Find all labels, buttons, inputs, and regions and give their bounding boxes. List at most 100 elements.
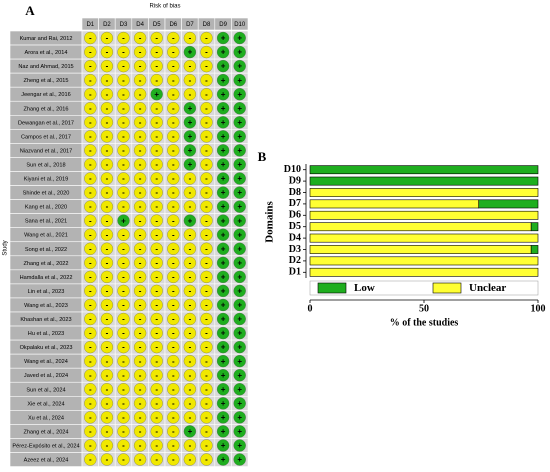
judgment-dot: [84, 88, 97, 101]
judgment-symbol: -: [172, 230, 175, 239]
judgment-symbol: +: [221, 329, 226, 338]
judgment-dot: [183, 383, 197, 396]
column-header-cell: [231, 17, 249, 31]
study-name: Niazvand et al., 2017: [20, 148, 73, 154]
study-name: Xu et al., 2024: [28, 415, 64, 421]
judgment-symbol: -: [89, 174, 92, 183]
judgment-dot: [233, 130, 246, 143]
judgment-dot: [167, 453, 180, 466]
judgment-symbol: -: [189, 62, 192, 71]
bar-segment: [309, 210, 539, 220]
judgment-symbol: -: [155, 132, 158, 141]
judgment-symbol: -: [122, 357, 125, 366]
judgment-dot: [167, 355, 180, 368]
judgment-symbol: +: [237, 230, 242, 239]
judgment-symbol: +: [221, 160, 226, 169]
judgment-dot: [216, 74, 230, 87]
judgment-symbol: -: [106, 62, 109, 71]
judgment-symbol: -: [155, 76, 158, 85]
judgment-symbol: +: [221, 357, 226, 366]
judgment-symbol: -: [139, 48, 142, 57]
judgment-symbol: -: [189, 258, 192, 267]
judgment-symbol: -: [106, 272, 109, 281]
judgment-symbol: +: [188, 118, 193, 127]
legend-frame: [309, 280, 539, 296]
judgment-symbol: -: [89, 34, 92, 43]
judgment-dot: [200, 116, 213, 129]
judgment-dot: [233, 45, 246, 59]
judgment-dot: [117, 102, 130, 115]
judgment-symbol: -: [172, 441, 175, 450]
judgment-dot: [133, 31, 147, 45]
judgment-symbol: -: [122, 343, 125, 352]
judgment-symbol: -: [139, 202, 142, 211]
judgment-dot: [84, 144, 97, 157]
judgment-dot: [200, 102, 213, 115]
judgment-dot: [200, 312, 213, 326]
judgment-symbol: -: [139, 427, 142, 436]
judgment-symbol: -: [155, 413, 158, 422]
judgment-dot: [150, 397, 163, 410]
panel-title: Risk of bias: [149, 4, 180, 10]
judgment-symbol: -: [89, 272, 92, 281]
judgment-dot: [200, 242, 213, 255]
judgment-dot: [216, 116, 230, 129]
judgment-symbol: -: [172, 343, 175, 352]
judgment-dot: [84, 326, 97, 340]
judgment-symbol: -: [89, 188, 92, 197]
judgment-symbol: -: [205, 230, 208, 239]
judgment-dot: [233, 425, 246, 438]
judgment-dot: [183, 144, 197, 157]
judgment-dot: [150, 298, 163, 312]
judgment-dot: [167, 102, 180, 115]
judgment-dot: [84, 453, 97, 466]
judgment-symbol: +: [237, 301, 242, 310]
judgment-symbol: -: [139, 160, 142, 169]
judgment-dot: [150, 411, 163, 424]
judgment-symbol: -: [106, 174, 109, 183]
judgment-dot: [117, 284, 130, 298]
judgment-dot: [100, 214, 114, 227]
y-tick-label: D5: [289, 221, 301, 232]
judgment-symbol: -: [189, 76, 192, 85]
study-name: Lin et al., 2023: [28, 289, 65, 295]
judgment-symbol: +: [237, 357, 242, 366]
judgment-symbol: -: [122, 385, 125, 394]
judgment-symbol: -: [106, 90, 109, 99]
judgment-dot: [200, 326, 213, 340]
judgment-symbol: -: [89, 118, 92, 127]
judgment-dot: [167, 116, 180, 129]
judgment-dot: [233, 144, 246, 157]
judgment-symbol: -: [172, 315, 175, 324]
column-header: D4: [136, 22, 144, 28]
judgment-symbol: -: [139, 146, 142, 155]
judgment-dot: [84, 397, 97, 410]
judgment-dot: [200, 172, 213, 185]
judgment-dot: [117, 256, 130, 269]
judgment-symbol: -: [172, 48, 175, 57]
judgment-symbol: -: [122, 371, 125, 380]
judgment-symbol: -: [172, 146, 175, 155]
judgment-dot: [84, 312, 97, 326]
judgment-dot: [183, 326, 197, 340]
judgment-symbol: -: [106, 427, 109, 436]
judgment-symbol: -: [189, 357, 192, 366]
judgment-symbol: -: [172, 132, 175, 141]
judgment-symbol: -: [205, 441, 208, 450]
judgment-symbol: -: [89, 287, 92, 296]
judgment-symbol: -: [139, 357, 142, 366]
study-name: Okpalaku et al., 2023: [20, 345, 73, 351]
judgment-symbol: -: [122, 48, 125, 57]
judgment-symbol: -: [172, 357, 175, 366]
judgment-dot: [150, 453, 163, 466]
judgment-dot: [183, 284, 197, 298]
judgment-symbol: +: [188, 146, 193, 155]
judgment-symbol: -: [155, 202, 158, 211]
judgment-symbol: -: [189, 315, 192, 324]
judgment-symbol: +: [221, 272, 226, 281]
bar-segment: [309, 188, 539, 197]
judgment-dot: [200, 186, 213, 199]
judgment-dot: [233, 116, 246, 129]
judgment-symbol: -: [106, 357, 109, 366]
judgment-dot: [167, 228, 180, 241]
